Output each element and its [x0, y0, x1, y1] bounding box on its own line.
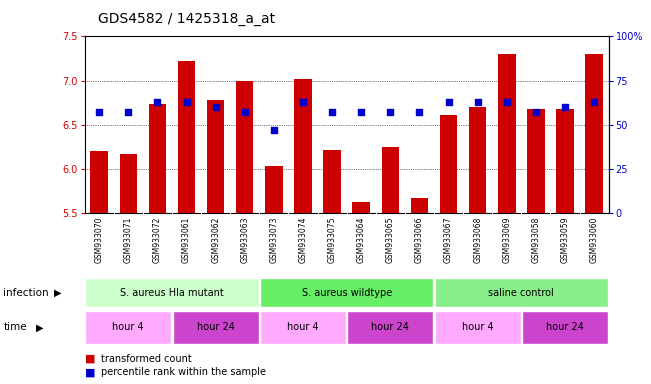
- Text: GSM933072: GSM933072: [153, 216, 162, 263]
- Text: hour 24: hour 24: [546, 322, 584, 333]
- Bar: [236, 81, 253, 213]
- Point: [501, 99, 512, 105]
- Point: [210, 104, 221, 110]
- Text: GSM933064: GSM933064: [357, 216, 366, 263]
- Bar: [522, 311, 608, 344]
- Text: GSM933066: GSM933066: [415, 216, 424, 263]
- Bar: [85, 311, 171, 344]
- Text: ▶: ▶: [54, 288, 62, 298]
- Text: GSM933075: GSM933075: [327, 216, 337, 263]
- Bar: [85, 278, 258, 308]
- Bar: [440, 115, 457, 213]
- Bar: [148, 104, 166, 213]
- Bar: [90, 151, 108, 213]
- Point: [94, 109, 104, 116]
- Point: [385, 109, 396, 116]
- Bar: [324, 149, 341, 213]
- Point: [240, 109, 250, 116]
- Bar: [527, 109, 545, 213]
- Bar: [207, 100, 225, 213]
- Text: GSM933063: GSM933063: [240, 216, 249, 263]
- Text: GDS4582 / 1425318_a_at: GDS4582 / 1425318_a_at: [98, 12, 275, 25]
- Text: hour 4: hour 4: [113, 322, 144, 333]
- Text: transformed count: transformed count: [101, 354, 191, 364]
- Point: [356, 109, 367, 116]
- Bar: [120, 154, 137, 213]
- Text: GSM933060: GSM933060: [590, 216, 599, 263]
- Text: ■: ■: [85, 354, 95, 364]
- Text: GSM933067: GSM933067: [444, 216, 453, 263]
- Text: GSM933058: GSM933058: [531, 216, 540, 263]
- Text: hour 24: hour 24: [371, 322, 409, 333]
- Point: [182, 99, 192, 105]
- Point: [443, 99, 454, 105]
- Bar: [260, 311, 346, 344]
- Point: [414, 109, 424, 116]
- Text: GSM933074: GSM933074: [299, 216, 307, 263]
- Text: percentile rank within the sample: percentile rank within the sample: [101, 367, 266, 377]
- Bar: [469, 107, 486, 213]
- Bar: [435, 278, 608, 308]
- Text: hour 24: hour 24: [197, 322, 234, 333]
- Point: [269, 127, 279, 133]
- Text: GSM933061: GSM933061: [182, 216, 191, 263]
- Text: GSM933065: GSM933065: [386, 216, 395, 263]
- Point: [589, 99, 600, 105]
- Text: time: time: [3, 322, 27, 333]
- Text: S. aureus wildtype: S. aureus wildtype: [301, 288, 392, 298]
- Bar: [260, 278, 434, 308]
- Text: GSM933070: GSM933070: [94, 216, 104, 263]
- Bar: [173, 311, 258, 344]
- Point: [327, 109, 337, 116]
- Bar: [498, 54, 516, 213]
- Bar: [435, 311, 521, 344]
- Text: ■: ■: [85, 367, 95, 377]
- Text: S. aureus Hla mutant: S. aureus Hla mutant: [120, 288, 224, 298]
- Point: [123, 109, 133, 116]
- Bar: [381, 147, 399, 213]
- Point: [298, 99, 308, 105]
- Text: GSM933068: GSM933068: [473, 216, 482, 263]
- Point: [473, 99, 483, 105]
- Point: [560, 104, 570, 110]
- Bar: [411, 198, 428, 213]
- Bar: [585, 54, 603, 213]
- Text: ▶: ▶: [36, 322, 44, 333]
- Point: [531, 109, 541, 116]
- Text: infection: infection: [3, 288, 49, 298]
- Bar: [265, 166, 283, 213]
- Bar: [178, 61, 195, 213]
- Bar: [556, 109, 574, 213]
- Bar: [294, 79, 312, 213]
- Text: hour 4: hour 4: [462, 322, 493, 333]
- Bar: [352, 202, 370, 213]
- Bar: [347, 311, 434, 344]
- Point: [152, 99, 163, 105]
- Text: hour 4: hour 4: [287, 322, 319, 333]
- Text: GSM933071: GSM933071: [124, 216, 133, 263]
- Text: saline control: saline control: [488, 288, 554, 298]
- Text: GSM933062: GSM933062: [211, 216, 220, 263]
- Text: GSM933059: GSM933059: [561, 216, 570, 263]
- Text: GSM933069: GSM933069: [503, 216, 511, 263]
- Text: GSM933073: GSM933073: [270, 216, 279, 263]
